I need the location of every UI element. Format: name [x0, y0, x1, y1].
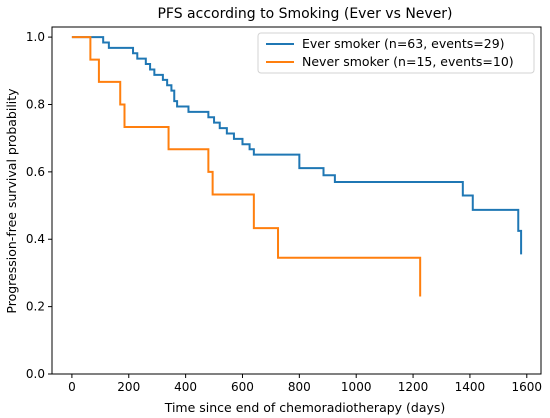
series-line-1: [71, 36, 523, 255]
x-tick-label: 600: [231, 380, 254, 394]
x-tick-label: 1600: [512, 380, 543, 394]
plot-frame: [51, 26, 542, 375]
y-tick-label: 0.2: [26, 300, 45, 314]
x-tick-label: 400: [174, 380, 197, 394]
legend-label-2: Never smoker (n=15, events=10): [302, 54, 514, 69]
series-line-2: [71, 36, 422, 297]
y-axis-label: Progression-free survival probability: [4, 88, 19, 314]
x-tick-label: 0: [68, 380, 76, 394]
axes: 0 200 400 600 800 1000 1200 1400 1600 0.0 0.2 0.4 0.…: [26, 26, 543, 394]
x-tick-label: 1400: [455, 380, 486, 394]
x-tick-label: 1000: [341, 380, 372, 394]
x-tick-label: 200: [117, 380, 140, 394]
legend: Ever smoker (n=63, events=29) Never smoke…: [257, 32, 535, 74]
y-tick-label: 0.0: [26, 367, 45, 381]
y-tick-label: 0.6: [26, 165, 45, 179]
x-axis-label: Time since end of chemoradiotherapy (day…: [164, 400, 446, 415]
y-tick-label: 0.8: [26, 97, 45, 111]
legend-box: [257, 32, 535, 74]
y-tick-label: 1.0: [26, 30, 45, 44]
x-tick-label: 1200: [398, 380, 429, 394]
chart-title: PFS according to Smoking (Ever vs Never): [157, 6, 452, 22]
legend-label-1: Ever smoker (n=63, events=29): [302, 36, 505, 51]
y-tick-label: 0.4: [26, 232, 45, 246]
plot-area: [71, 36, 523, 297]
x-tick-label: 800: [288, 380, 311, 394]
